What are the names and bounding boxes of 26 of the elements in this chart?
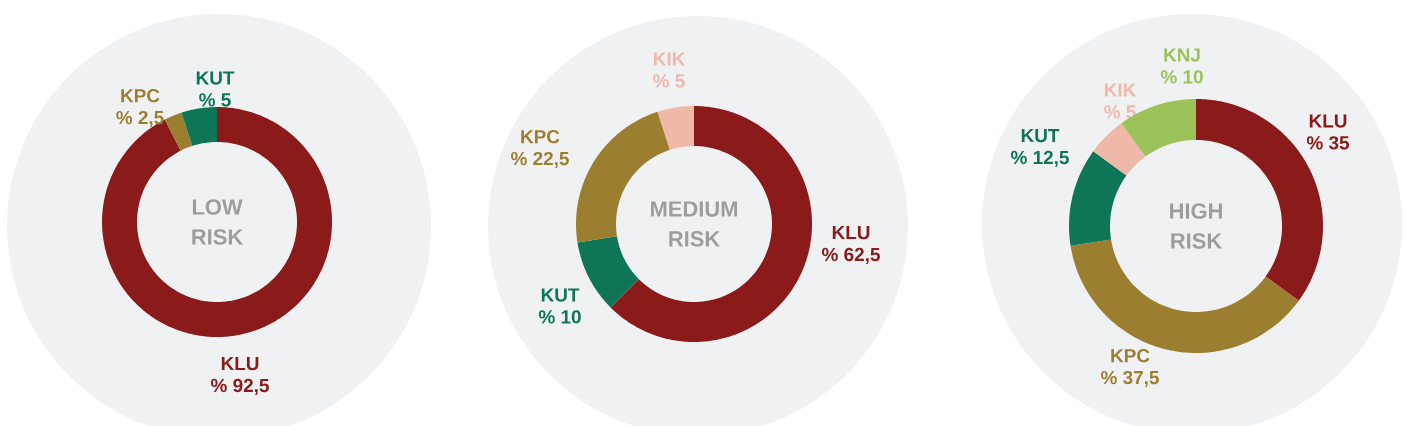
data-label: % 2,5 bbox=[116, 110, 164, 128]
data-label: % 37,5 bbox=[1101, 370, 1159, 388]
data-label: % 10 bbox=[538, 310, 581, 324]
slice-label: KIK bbox=[653, 52, 686, 66]
slice-label: KPC bbox=[1111, 348, 1150, 363]
data-label: % 5 bbox=[653, 74, 685, 88]
text: MEDIUM RISK bbox=[651, 201, 737, 247]
slice-label: KLU bbox=[221, 357, 259, 371]
slice-label: KLU bbox=[1309, 114, 1347, 128]
slice-label: KPC bbox=[521, 129, 560, 144]
slice-label: KPC bbox=[121, 88, 160, 103]
data-label: % 22,5 bbox=[511, 151, 569, 169]
data-label: % 62,5 bbox=[822, 247, 880, 264]
data-label: % 35 bbox=[1306, 136, 1350, 150]
data-label: % 12,5 bbox=[1011, 150, 1069, 167]
slice-label: KUT bbox=[196, 71, 235, 85]
slice-label: KLU bbox=[832, 226, 870, 240]
slice-label: KIK bbox=[1104, 83, 1137, 97]
text: LOW RISK bbox=[192, 199, 243, 245]
data-label: % 92,5 bbox=[211, 378, 269, 395]
data-label: % 10 bbox=[1160, 70, 1203, 84]
data-label: % 5 bbox=[199, 93, 231, 107]
slice-label: KUT bbox=[541, 288, 580, 302]
slice-label: KUT bbox=[1021, 129, 1060, 143]
slice-label: KNJ bbox=[1164, 48, 1200, 62]
text: HIGH RISK bbox=[1170, 203, 1222, 249]
